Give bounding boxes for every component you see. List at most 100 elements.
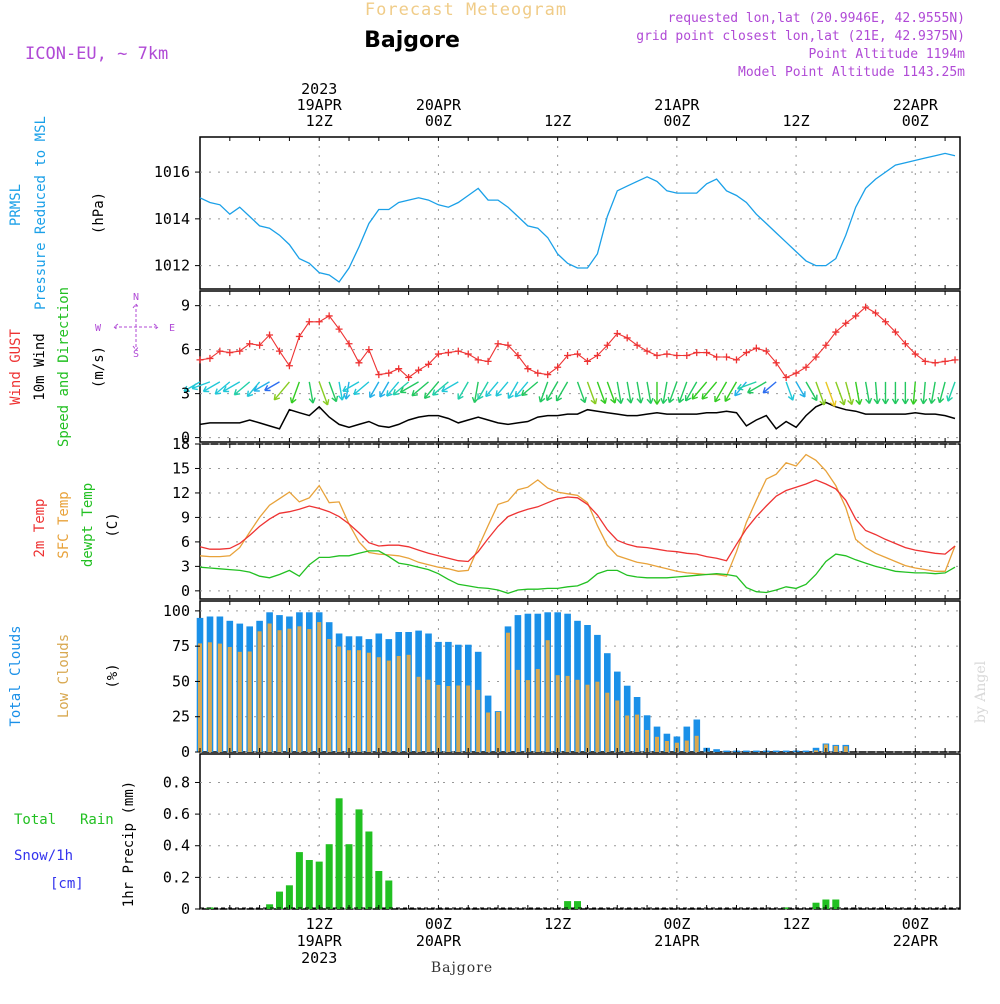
total-cloud-bar bbox=[803, 751, 810, 752]
bottom-time-label: 19APR bbox=[297, 932, 343, 950]
low-cloud-bar bbox=[387, 661, 391, 752]
bottom-time-label: 21APR bbox=[654, 932, 700, 950]
low-cloud-bar bbox=[317, 622, 321, 752]
chart-subtitle: Forecast Meteogram bbox=[365, 0, 567, 20]
total-cloud-bar bbox=[723, 751, 730, 752]
location-title: Bajgore bbox=[364, 28, 460, 53]
low-cloud-bar bbox=[566, 676, 570, 752]
rain-bar bbox=[276, 892, 283, 909]
y-tick-label: 3 bbox=[181, 557, 190, 575]
y-tick-label: 100 bbox=[163, 602, 190, 620]
compass-e: E bbox=[169, 323, 175, 334]
low-cloud-bar bbox=[357, 650, 361, 752]
label-rain: Rain bbox=[80, 812, 114, 828]
y-tick-label: 0 bbox=[181, 743, 190, 761]
rain-bar bbox=[296, 852, 303, 909]
bottom-time-label: 00Z bbox=[663, 915, 690, 933]
low-cloud-bar bbox=[397, 656, 401, 752]
low-cloud-bar bbox=[635, 715, 639, 752]
low-cloud-bar bbox=[427, 680, 431, 752]
low-cloud-bar bbox=[208, 642, 212, 752]
rain-bar bbox=[365, 832, 372, 910]
ylabel-pressure: Pressure Reduced to MSL bbox=[33, 116, 49, 310]
y-tick-label: 0.2 bbox=[163, 868, 190, 886]
low-cloud-bar bbox=[466, 686, 470, 753]
low-cloud-bar bbox=[337, 647, 341, 753]
panel-frame bbox=[200, 444, 960, 599]
panel-frame bbox=[200, 754, 960, 909]
compass-w: W bbox=[95, 323, 102, 334]
rain-bar bbox=[385, 881, 392, 910]
ylabel-low-clouds: Low Clouds bbox=[56, 634, 72, 718]
y-tick-label: 1014 bbox=[154, 210, 190, 228]
bottom-time-label: 2023 bbox=[301, 949, 337, 967]
low-cloud-bar bbox=[576, 680, 580, 752]
compass-rose-icon bbox=[114, 304, 158, 350]
y-tick-label: 0 bbox=[181, 900, 190, 918]
low-cloud-bar bbox=[297, 626, 301, 752]
low-cloud-bar bbox=[476, 690, 480, 752]
low-cloud-bar bbox=[546, 640, 550, 752]
ylabel-hpa: (hPa) bbox=[91, 192, 107, 234]
compass-s: S bbox=[133, 349, 139, 360]
low-cloud-bar bbox=[625, 716, 629, 753]
rain-bar bbox=[356, 809, 363, 909]
y-tick-label: 12 bbox=[172, 484, 190, 502]
y-tick-label: 15 bbox=[172, 459, 190, 477]
y-tick-label: 6 bbox=[181, 533, 190, 551]
y-tick-label: 3 bbox=[181, 385, 190, 403]
y-tick-label: 9 bbox=[181, 508, 190, 526]
y-tick-label: 50 bbox=[172, 672, 190, 690]
y-tick-label: 6 bbox=[181, 341, 190, 359]
low-cloud-bar bbox=[218, 644, 222, 752]
ylabel-c: (C) bbox=[105, 512, 121, 537]
low-cloud-bar bbox=[238, 652, 242, 752]
panel-frame bbox=[200, 291, 960, 442]
y-tick-label: 25 bbox=[172, 708, 190, 726]
rain-bar bbox=[375, 871, 382, 909]
top-time-label: 12Z bbox=[544, 112, 571, 130]
bottom-time-label: 00Z bbox=[902, 915, 929, 933]
y-tick-label: 0 bbox=[181, 582, 190, 600]
low-cloud-bar bbox=[844, 746, 848, 752]
y-tick-label: 75 bbox=[172, 637, 190, 655]
low-cloud-bar bbox=[327, 639, 331, 752]
total-cloud-bar bbox=[713, 749, 720, 752]
y-tick-label: 1016 bbox=[154, 163, 190, 181]
low-cloud-bar bbox=[695, 736, 699, 752]
bottom-time-label: 20APR bbox=[416, 932, 462, 950]
top-time-label: 00Z bbox=[663, 112, 690, 130]
low-cloud-bar bbox=[536, 669, 540, 752]
low-cloud-bar bbox=[268, 624, 272, 753]
low-cloud-bar bbox=[417, 677, 421, 752]
low-cloud-bar bbox=[526, 680, 530, 752]
footer-location: Bajgore bbox=[431, 960, 493, 976]
low-cloud-bar bbox=[595, 682, 599, 752]
point-altitude-info: Point Altitude 1194m bbox=[808, 47, 965, 62]
low-cloud-bar bbox=[377, 657, 381, 752]
ylabel-prmsl: PRMSL bbox=[8, 184, 24, 226]
total-cloud-bar bbox=[773, 751, 780, 752]
low-cloud-bar bbox=[834, 746, 838, 752]
rain-bar bbox=[346, 844, 353, 909]
low-cloud-bar bbox=[446, 686, 450, 752]
low-cloud-bar bbox=[307, 629, 311, 752]
label-snow: Snow/1h bbox=[14, 848, 73, 864]
low-cloud-bar bbox=[228, 647, 232, 752]
y-tick-label: 0.6 bbox=[163, 805, 190, 823]
model-altitude-info: Model Point Altitude 1143.25m bbox=[738, 65, 965, 80]
requested-point-info: requested lon,lat (20.9946E, 42.9555N) bbox=[668, 11, 965, 26]
y-tick-label: 9 bbox=[181, 297, 190, 315]
bottom-time-label: 00Z bbox=[425, 915, 452, 933]
top-time-label: 00Z bbox=[425, 112, 452, 130]
low-cloud-bar bbox=[198, 643, 202, 752]
low-cloud-bar bbox=[506, 633, 510, 752]
ylabel-ms: (m/s) bbox=[91, 346, 107, 388]
ylabel-pct: (%) bbox=[105, 663, 121, 688]
low-cloud-bar bbox=[556, 675, 560, 752]
low-cloud-bar bbox=[685, 741, 689, 752]
ylabel-dewpt: dewpt Temp bbox=[80, 483, 96, 567]
y-tick-label: 18 bbox=[172, 435, 190, 453]
low-cloud-bar bbox=[605, 693, 609, 752]
